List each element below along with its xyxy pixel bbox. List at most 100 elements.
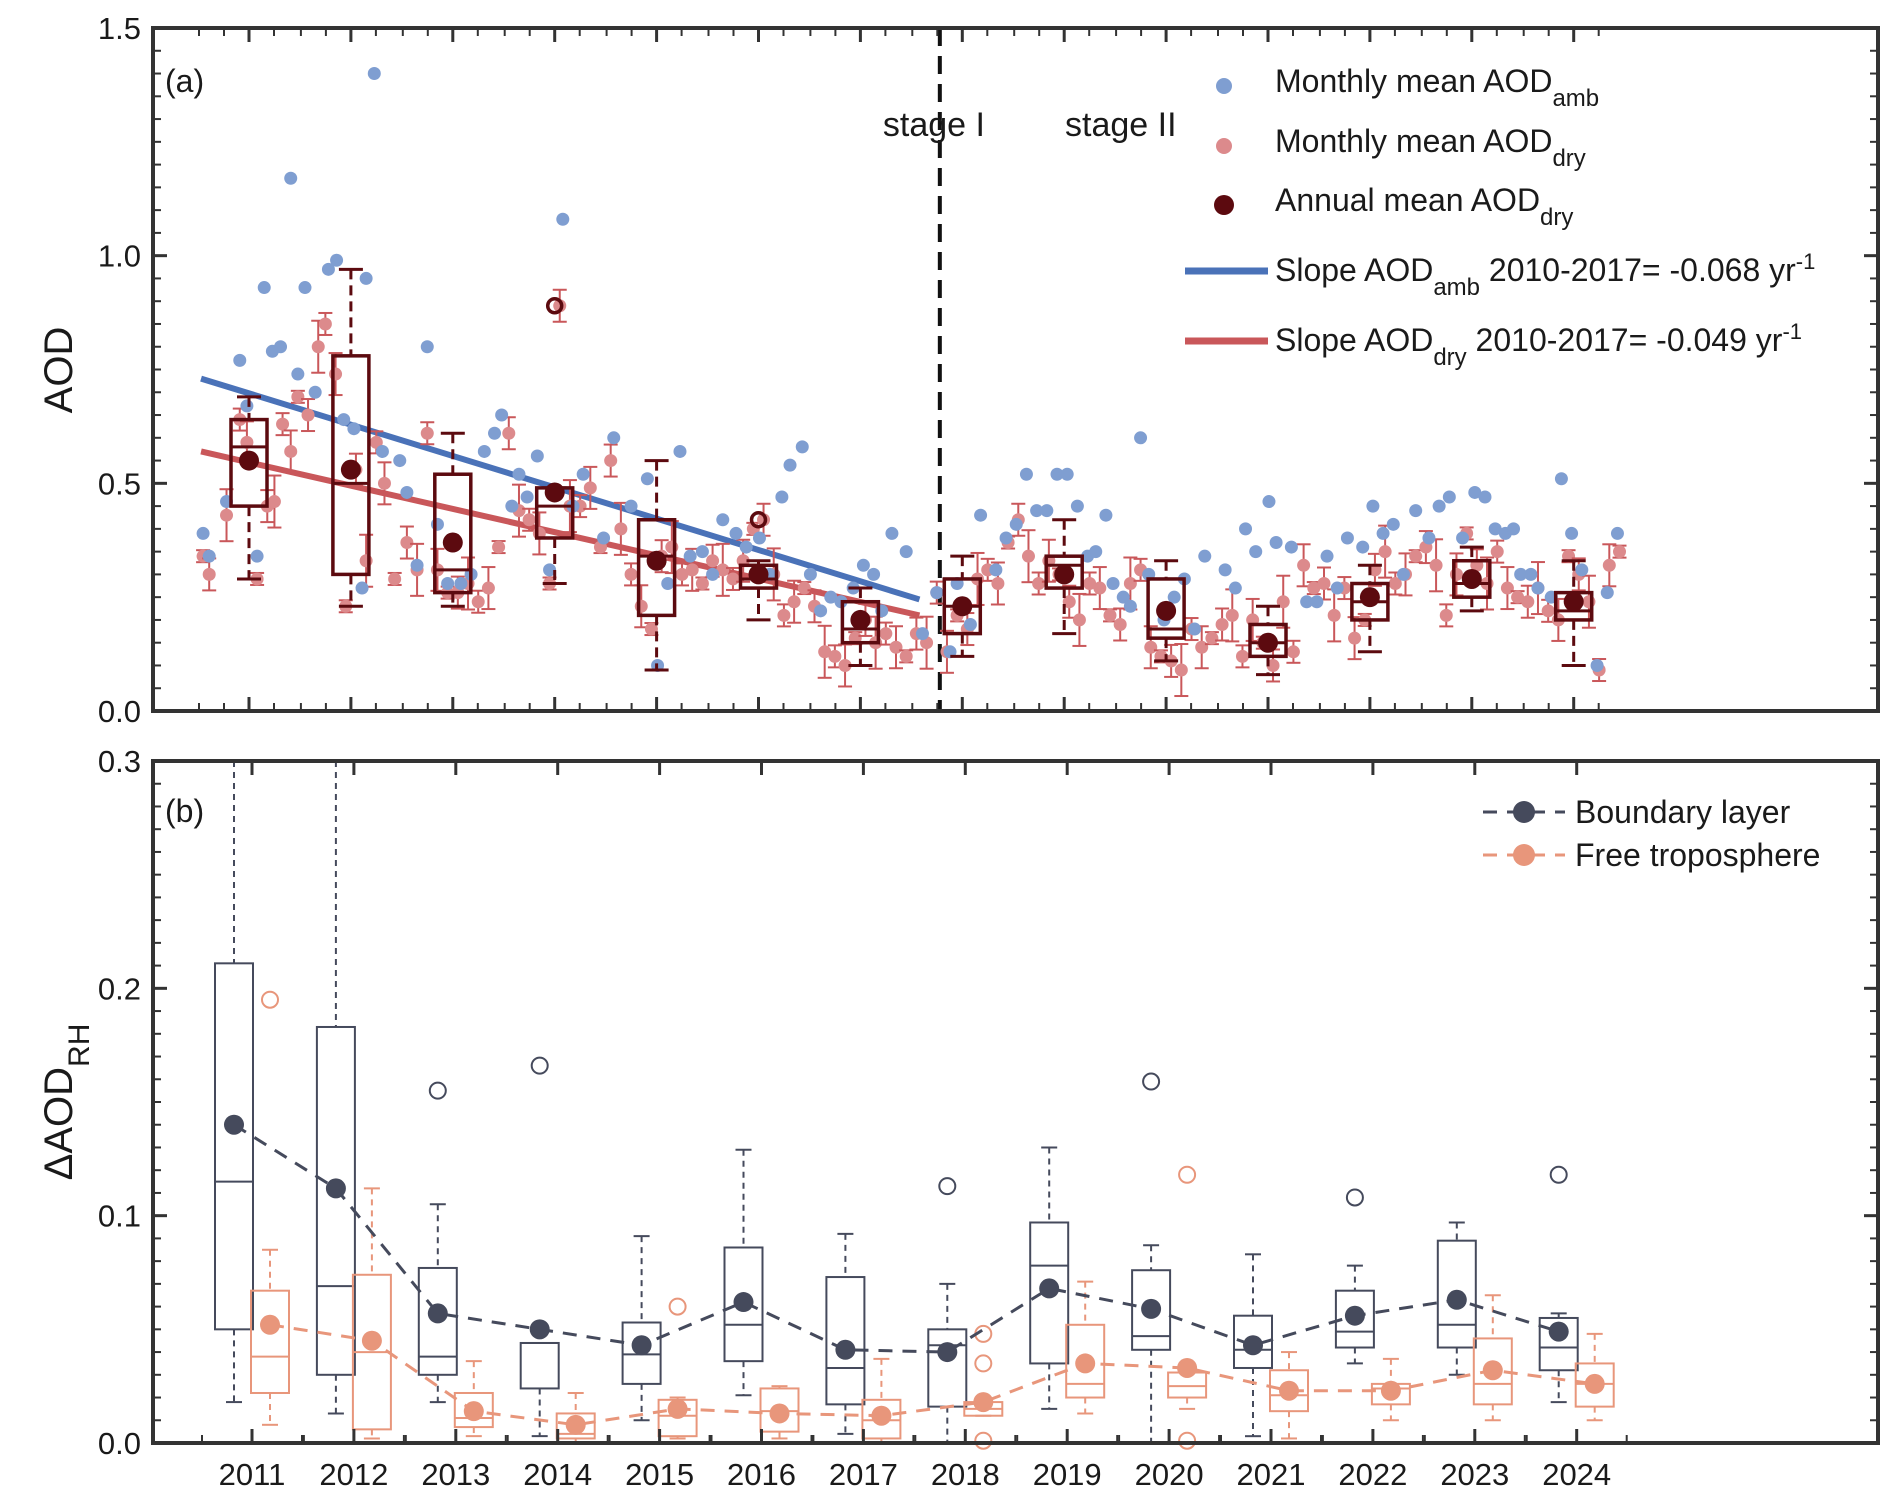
monthly-dry-point (301, 408, 315, 422)
monthly-amb-point (1340, 531, 1354, 545)
panel-b-ticks: 0.0 0.1 0.2 0.3 2011 2012 2013 2014 2015 2016 2017… (98, 744, 1878, 1492)
monthly-dry-point (1317, 577, 1331, 591)
annual-mean-point (442, 532, 463, 553)
monthly-dry-point (1021, 549, 1035, 563)
monthly-amb-point (607, 431, 621, 445)
free-troposphere-box (861, 1398, 902, 1440)
monthly-dry-point (522, 513, 536, 527)
annual-mean-point (1054, 564, 1075, 585)
legend-monthly-amb-marker (1216, 78, 1232, 94)
monthly-dry-point (502, 426, 516, 440)
monthly-dry-point (1602, 558, 1616, 572)
monthly-amb-point (347, 422, 361, 436)
legend-boundary-layer-label: Boundary layer (1575, 794, 1791, 830)
free-troposphere-mean-point (1584, 1373, 1605, 1394)
monthly-dry-point (818, 645, 832, 659)
annual-box (840, 599, 881, 645)
boundary-layer-box (723, 1246, 764, 1363)
monthly-dry-point (726, 572, 740, 586)
monthly-dry-point (757, 513, 771, 527)
free-troposphere-mean-point (667, 1398, 688, 1419)
boundary-layer-mean-point (733, 1292, 754, 1313)
legend-annual-dry-marker (1214, 195, 1234, 215)
boundary-layer-mean-point (1446, 1289, 1467, 1310)
monthly-amb-point (1262, 495, 1276, 509)
monthly-amb-point (775, 490, 789, 504)
monthly-dry-point (284, 444, 298, 458)
monthly-amb-point (1376, 526, 1390, 540)
monthly-amb-point (274, 340, 288, 354)
monthly-dry-point (695, 577, 709, 591)
free-troposphere-box (1269, 1369, 1309, 1413)
free-troposphere-outlier (974, 1354, 993, 1373)
annual-box (433, 472, 473, 595)
annual-mean-point (1258, 632, 1278, 653)
monthly-amb-point (512, 467, 526, 481)
free-troposphere-mean-point (1380, 1380, 1401, 1401)
monthly-dry-point (1348, 631, 1362, 645)
monthly-amb-point (400, 485, 414, 499)
monthly-amb-point (505, 499, 519, 513)
monthly-amb-point (477, 444, 491, 458)
monthly-amb-point (556, 212, 570, 226)
free-troposphere-box (250, 1289, 290, 1394)
monthly-amb-point (1089, 545, 1103, 559)
annual-box (1044, 554, 1084, 590)
monthly-amb-point (393, 454, 407, 468)
monthly-amb-point (1310, 595, 1324, 609)
annual-mean-point (1461, 568, 1482, 589)
monthly-amb-point (375, 444, 389, 458)
monthly-dry-point (1062, 595, 1076, 609)
annual-mean-point (1563, 591, 1584, 612)
monthly-amb-point (321, 262, 335, 276)
annual-mean-point (952, 596, 973, 617)
monthly-amb-point (1386, 517, 1400, 531)
monthly-dry-point (276, 417, 290, 431)
free-troposphere-mean-line (269, 1323, 1595, 1427)
monthly-amb-point (989, 563, 1003, 577)
legend-free-troposphere-marker (1513, 844, 1535, 866)
monthly-amb-point (1228, 581, 1242, 595)
monthly-amb-point (1610, 526, 1624, 540)
monthly-dry-point (991, 577, 1005, 591)
free-troposphere-mean-point (1177, 1357, 1198, 1378)
panel-b-y-tick-label: 0.3 (98, 744, 141, 779)
annual-box (636, 518, 677, 618)
monthly-dry-point (1072, 613, 1086, 627)
free-troposphere-outlier (668, 1297, 687, 1316)
monthly-amb-point (1050, 467, 1064, 481)
monthly-dry-point (1511, 590, 1525, 604)
monthly-amb-point (410, 558, 424, 572)
monthly-amb-point (202, 549, 216, 563)
panel-a: 0.0 0.5 1.0 1.5 (a) stage I stage II AOD Mo… (37, 11, 1880, 729)
monthly-amb-point (1070, 499, 1084, 513)
monthly-amb-point (624, 499, 638, 513)
legend-slope-dry-label: Slope AODdry 2010-2017= -0.049 yr-1 (1275, 319, 1802, 371)
monthly-amb-point (661, 577, 675, 591)
panel-b-x-tick-label: 2014 (523, 1457, 592, 1492)
monthly-amb-point (1269, 536, 1283, 550)
panel-b-x-tick-label: 2022 (1338, 1457, 1407, 1492)
monthly-dry-point (1429, 558, 1443, 572)
monthly-dry-point (777, 608, 791, 622)
monthly-amb-point (824, 590, 838, 604)
panel-b-marks (214, 761, 1615, 1450)
free-troposphere-mean-point (871, 1405, 892, 1426)
monthly-dry-point (267, 495, 281, 509)
monthly-dry-point (1235, 649, 1249, 663)
monthly-amb-point (803, 567, 817, 581)
monthly-amb-point (576, 467, 590, 481)
boundary-layer-box (1131, 1269, 1172, 1351)
monthly-amb-point (298, 281, 312, 295)
monthly-dry-point (1439, 608, 1453, 622)
monthly-amb-point (359, 271, 373, 285)
annual-mean-point (340, 459, 361, 480)
free-troposphere-mean-point (361, 1330, 382, 1351)
monthly-amb-point (695, 545, 709, 559)
monthly-amb-point (1456, 531, 1470, 545)
monthly-dry-point (1612, 545, 1626, 559)
monthly-dry-point (665, 540, 679, 554)
boundary-layer-mean-point (325, 1178, 346, 1199)
free-troposphere-box (1065, 1323, 1106, 1399)
